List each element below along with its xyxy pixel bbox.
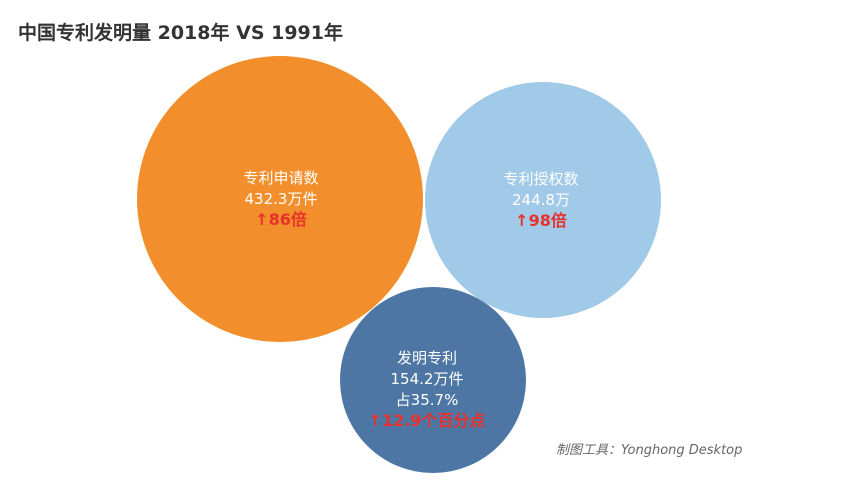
bubble-2-name-label: 专利授权数 bbox=[503, 170, 578, 188]
bubble-3-share-label: 占35.7% bbox=[396, 391, 459, 409]
bubble-2 bbox=[425, 82, 661, 318]
bubble-1 bbox=[137, 56, 423, 342]
bubble-1-name-label: 专利申请数 bbox=[243, 169, 318, 187]
bubble-3-growth-label: ↑12.9个百分点 bbox=[369, 411, 486, 430]
bubble-1-value-label: 432.3万件 bbox=[245, 190, 318, 208]
bubble-2-growth-label: ↑98倍 bbox=[515, 211, 567, 230]
bubble-2-value-label: 244.8万 bbox=[512, 191, 570, 209]
bubble-3-name-label: 发明专利 bbox=[397, 349, 457, 367]
bubble-3 bbox=[340, 287, 526, 473]
bubble-3-value-label: 154.2万件 bbox=[391, 370, 464, 388]
credit-note: 制图工具：Yonghong Desktop bbox=[556, 443, 743, 458]
chart-title: 中国专利发明量 2018年 VS 1991年 bbox=[18, 22, 343, 44]
bubble-1-growth-label: ↑86倍 bbox=[255, 210, 307, 229]
